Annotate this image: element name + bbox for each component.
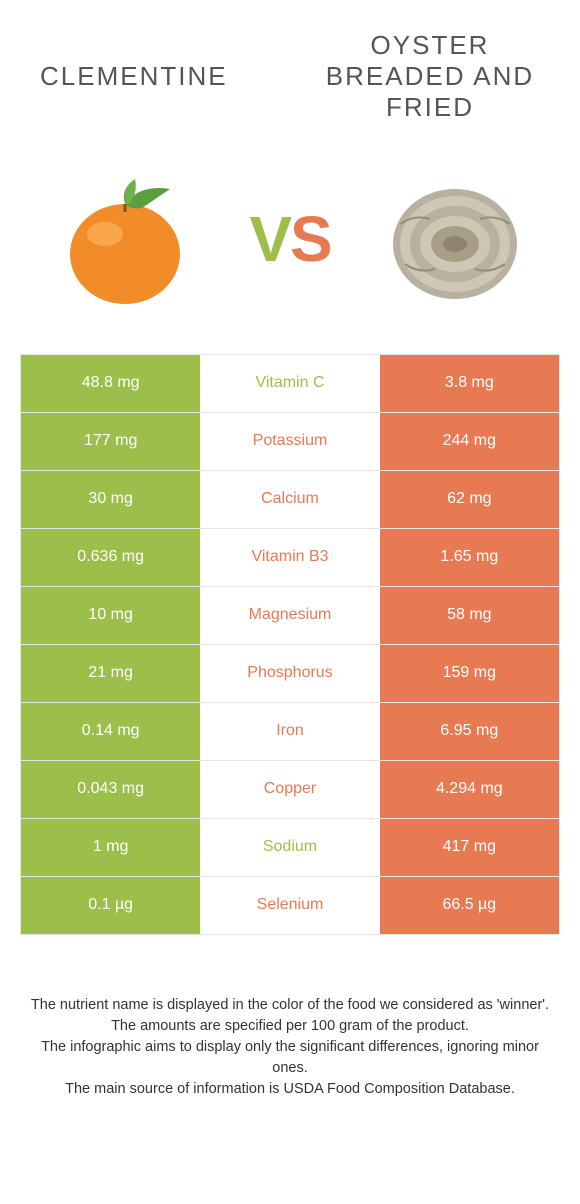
nutrient-table: 48.8 mgVitamin C3.8 mg177 mgPotassium244… (20, 354, 560, 935)
table-row: 1 mgSodium417 mg (21, 819, 559, 877)
value-left: 48.8 mg (21, 355, 200, 412)
footer-line-1: The nutrient name is displayed in the co… (30, 995, 550, 1016)
hero-row: VS (20, 164, 560, 314)
title-left: Clementine (20, 61, 300, 92)
nutrient-label: Iron (200, 703, 379, 760)
nutrient-label: Magnesium (200, 587, 379, 644)
nutrient-label: Sodium (200, 819, 379, 876)
value-left: 0.043 mg (21, 761, 200, 818)
footer-line-4: The main source of information is USDA F… (30, 1079, 550, 1100)
table-row: 10 mgMagnesium58 mg (21, 587, 559, 645)
value-left: 30 mg (21, 471, 200, 528)
nutrient-label: Potassium (200, 413, 379, 470)
value-right: 417 mg (380, 819, 559, 876)
header: Clementine Oyster breaded and fried (20, 30, 560, 124)
nutrient-label: Selenium (200, 877, 379, 934)
value-right: 3.8 mg (380, 355, 559, 412)
value-right: 1.65 mg (380, 529, 559, 586)
value-left: 10 mg (21, 587, 200, 644)
title-right: Oyster breaded and fried (300, 30, 560, 124)
nutrient-label: Phosphorus (200, 645, 379, 702)
table-row: 30 mgCalcium62 mg (21, 471, 559, 529)
nutrient-label: Vitamin B3 (200, 529, 379, 586)
value-right: 62 mg (380, 471, 559, 528)
table-row: 177 mgPotassium244 mg (21, 413, 559, 471)
value-left: 21 mg (21, 645, 200, 702)
value-left: 1 mg (21, 819, 200, 876)
value-right: 244 mg (380, 413, 559, 470)
table-row: 0.14 mgIron6.95 mg (21, 703, 559, 761)
value-right: 6.95 mg (380, 703, 559, 760)
value-right: 58 mg (380, 587, 559, 644)
value-right: 4.294 mg (380, 761, 559, 818)
clementine-icon (50, 164, 200, 314)
footer-line-2: The amounts are specified per 100 gram o… (30, 1016, 550, 1037)
footer-line-3: The infographic aims to display only the… (30, 1037, 550, 1079)
table-row: 21 mgPhosphorus159 mg (21, 645, 559, 703)
nutrient-label: Calcium (200, 471, 379, 528)
value-left: 0.14 mg (21, 703, 200, 760)
nutrient-label: Copper (200, 761, 379, 818)
value-left: 177 mg (21, 413, 200, 470)
footer-notes: The nutrient name is displayed in the co… (20, 995, 560, 1100)
vs-s: S (290, 203, 331, 275)
oyster-icon (380, 164, 530, 314)
infographic-container: Clementine Oyster breaded and fried VS (0, 0, 580, 1204)
value-left: 0.1 µg (21, 877, 200, 934)
table-row: 0.636 mgVitamin B31.65 mg (21, 529, 559, 587)
value-left: 0.636 mg (21, 529, 200, 586)
value-right: 159 mg (380, 645, 559, 702)
nutrient-label: Vitamin C (200, 355, 379, 412)
table-row: 48.8 mgVitamin C3.8 mg (21, 355, 559, 413)
table-row: 0.043 mgCopper4.294 mg (21, 761, 559, 819)
table-row: 0.1 µgSelenium66.5 µg (21, 877, 559, 935)
vs-v: V (249, 203, 290, 275)
vs-label: VS (249, 202, 330, 276)
value-right: 66.5 µg (380, 877, 559, 934)
